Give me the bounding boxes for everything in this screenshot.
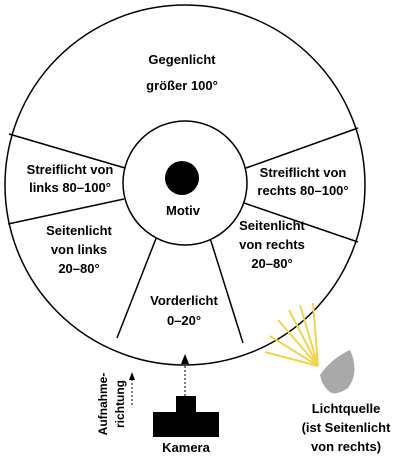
zone-dividers xyxy=(7,127,359,344)
zone-streiflicht-rechts-line1: Streiflicht von xyxy=(260,165,347,180)
zone-gegenlicht-line1: Gegenlicht xyxy=(148,52,216,67)
zone-streiflicht-links-line2: links 80–100° xyxy=(29,180,111,195)
zone-seitenlicht-rechts-line2: von rechts xyxy=(239,237,305,252)
light-rays xyxy=(264,302,319,367)
zone-streiflicht-rechts-line2: rechts 80–100° xyxy=(257,183,348,198)
lightsource-label: Lichtquelle (ist Seitenlicht von rechts) xyxy=(302,401,392,454)
zone-streiflicht-links-line1: Streiflicht von xyxy=(27,162,114,177)
zone-seitenlicht-links-line3: 20–80° xyxy=(58,261,99,276)
aufnahmerichtung-small-arrow xyxy=(129,372,135,405)
zone-vorderlicht-line1: Vorderlicht xyxy=(150,293,218,308)
zone-seitenlicht-links-line1: Seitenlicht xyxy=(46,223,112,238)
zone-vorderlicht: Vorderlicht 0–20° xyxy=(150,293,218,328)
motiv-label: Motiv xyxy=(166,203,201,218)
divider-right-lower xyxy=(243,202,359,243)
zone-gegenlicht: Gegenlicht größer 100° xyxy=(146,52,218,93)
lightsource-line2: (ist Seitenlicht xyxy=(302,420,392,435)
zone-seitenlicht-links: Seitenlicht von links 20–80° xyxy=(46,223,112,276)
zone-gegenlicht-line2: größer 100° xyxy=(146,78,218,93)
aufnahmerichtung-line1: Aufnahme- xyxy=(96,373,110,436)
divider-front-right xyxy=(209,237,244,344)
motiv-subject-dot xyxy=(165,161,199,195)
divider-right-upper xyxy=(245,127,359,169)
lightsource-line3: von rechts) xyxy=(311,439,381,454)
aufnahmerichtung-line2: richtung xyxy=(113,380,127,428)
divider-left-upper xyxy=(8,133,126,169)
zone-streiflicht-links: Streiflicht von links 80–100° xyxy=(27,162,114,195)
zone-streiflicht-rechts: Streiflicht von rechts 80–100° xyxy=(257,165,348,198)
lightsource-line1: Lichtquelle xyxy=(312,401,381,416)
zone-seitenlicht-rechts-line1: Seitenlicht xyxy=(239,218,305,233)
shooting-direction-arrow xyxy=(181,354,189,396)
camera-icon xyxy=(153,396,219,437)
divider-front-left xyxy=(116,235,158,339)
camera-label: Kamera xyxy=(162,440,210,455)
zone-seitenlicht-rechts-line3: 20–80° xyxy=(251,256,292,271)
divider-left-lower xyxy=(7,198,125,225)
zone-seitenlicht-rechts: Seitenlicht von rechts 20–80° xyxy=(239,218,305,271)
aufnahmerichtung-label: Aufnahme- richtung xyxy=(96,373,127,436)
zone-vorderlicht-line2: 0–20° xyxy=(167,313,201,328)
zone-seitenlicht-links-line2: von links xyxy=(51,242,107,257)
